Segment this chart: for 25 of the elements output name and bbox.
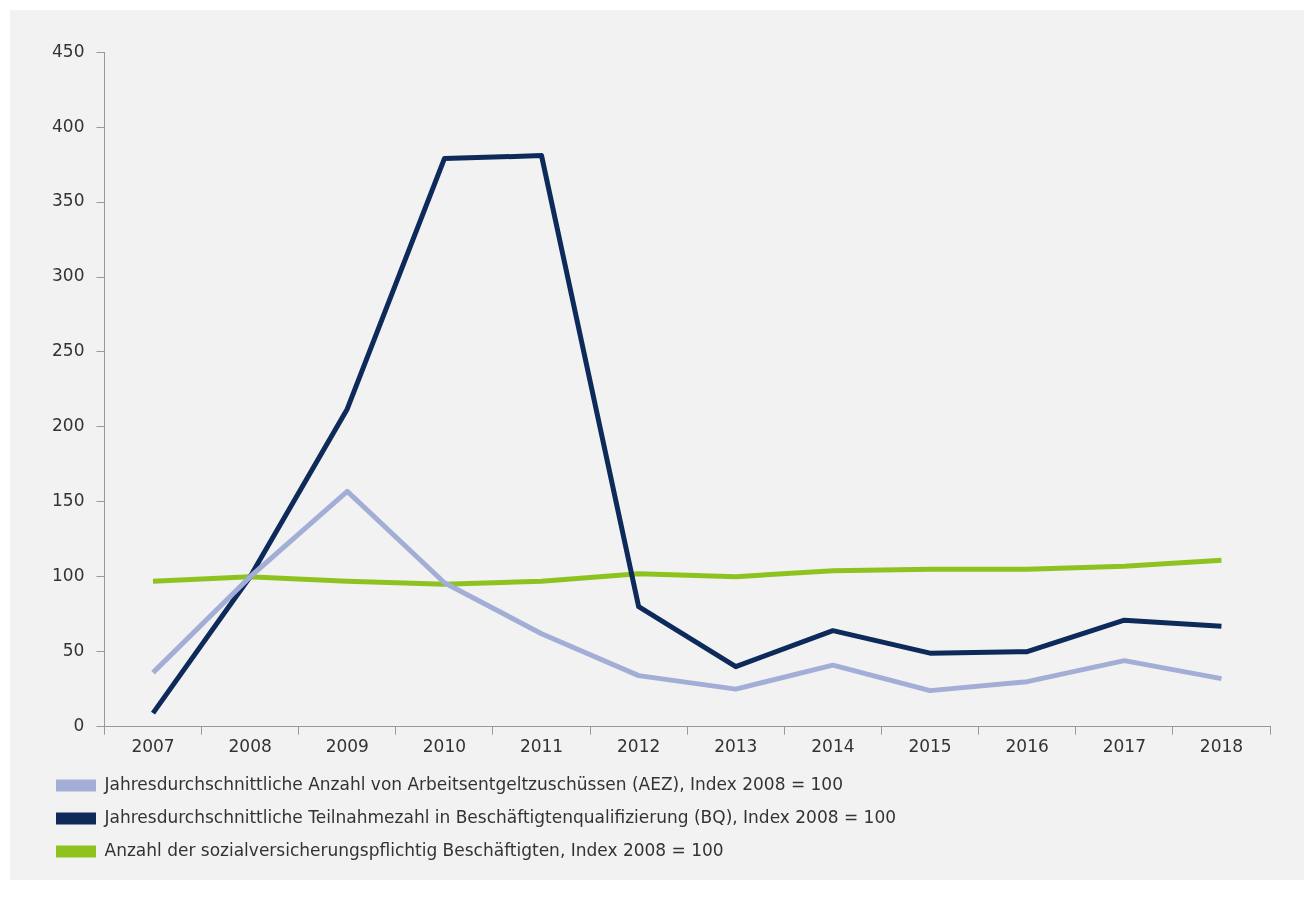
x-tick-label: 2009: [325, 736, 369, 757]
y-tick-label: 0: [73, 715, 85, 736]
legend-label: Anzahl der sozialversicherungspflichtig Beschäftigten, Index 2008 = 100: [104, 839, 724, 860]
x-tick-label: 2010: [422, 736, 467, 757]
y-tick-label: 450: [51, 40, 85, 61]
x-tick-label: 2011: [519, 736, 564, 757]
x-tick-label: 2007: [131, 736, 175, 757]
y-tick-label: 400: [51, 115, 85, 136]
x-tick-label: 2014: [811, 736, 855, 757]
legend-label: Jahresdurchschnittliche Anzahl von Arbeitsentgeltzuschüssen (AEZ), Index 2008 = 100: [103, 773, 843, 794]
y-tick-label: 300: [51, 265, 85, 286]
x-tick-label: 2012: [617, 736, 661, 757]
x-tick-label: 2008: [228, 736, 272, 757]
x-tick-label: 2013: [714, 736, 758, 757]
y-tick-label: 150: [51, 490, 85, 511]
y-tick-label: 50: [62, 640, 85, 661]
x-tick-label: 2016: [1005, 736, 1049, 757]
legend-label: Jahresdurchschnittliche Teilnahmezahl in Beschäftigtenqualifizierung (BQ), Index 2008 = 100: [103, 806, 897, 827]
x-tick-label: 2017: [1102, 736, 1146, 757]
y-tick-label: 100: [51, 565, 85, 586]
x-tick-label: 2018: [1199, 736, 1244, 757]
y-tick-label: 200: [51, 415, 85, 436]
y-tick-label: 350: [51, 190, 85, 211]
x-tick-label: 2015: [908, 736, 952, 757]
y-tick-label: 250: [51, 340, 85, 361]
